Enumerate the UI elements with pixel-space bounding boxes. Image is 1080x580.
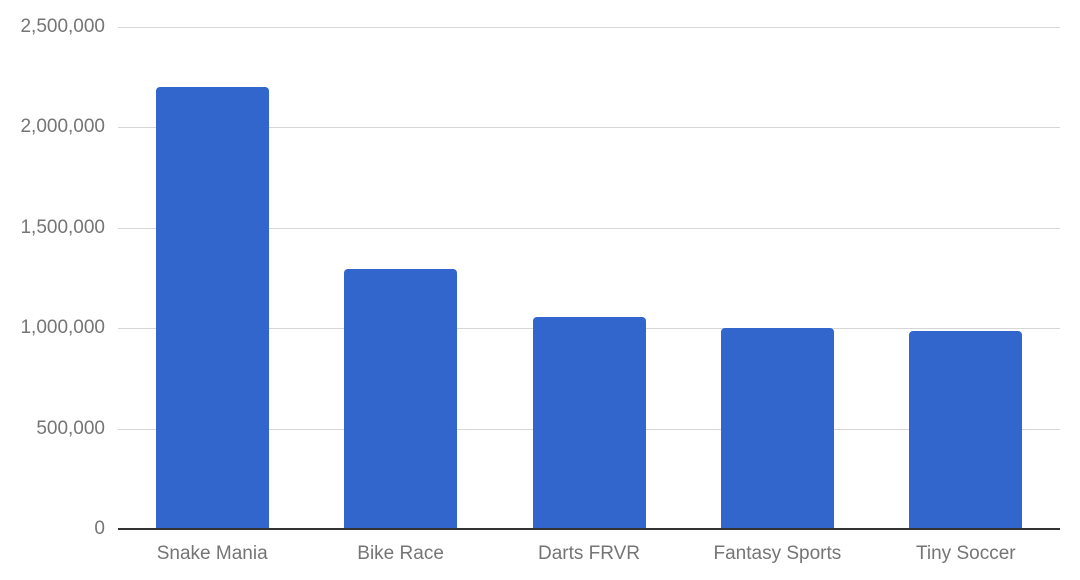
- gridline: [118, 27, 1060, 28]
- x-axis-tick-label: Bike Race: [357, 543, 444, 564]
- y-axis-tick-label: 1,500,000: [20, 216, 105, 238]
- x-axis-tick-label: Snake Mania: [156, 543, 268, 564]
- bar-bike-race[interactable]: [344, 268, 458, 529]
- x-axis-baseline: [118, 528, 1060, 530]
- y-axis-tick-label: 0: [94, 518, 105, 539]
- y-axis-tick-label: 2,000,000: [20, 116, 105, 138]
- gridline: [118, 127, 1060, 128]
- x-axis-tick-label: Darts FRVR: [537, 543, 641, 564]
- y-axis-tick-label: 500,000: [36, 417, 105, 439]
- y-axis-tick-label: 2,500,000: [20, 16, 105, 37]
- x-axis-tick-label: Tiny Soccer: [915, 543, 1016, 564]
- bar-tiny-soccer[interactable]: [909, 331, 1023, 529]
- x-axis-tick-label: Fantasy Sports: [713, 543, 842, 564]
- bar-snake-mania[interactable]: [155, 87, 269, 529]
- y-axis-tick-label: 1,000,000: [20, 317, 105, 339]
- bar-fantasy-sports[interactable]: [720, 328, 834, 529]
- bar-darts-frvr[interactable]: [532, 317, 646, 529]
- gridline: [118, 228, 1060, 229]
